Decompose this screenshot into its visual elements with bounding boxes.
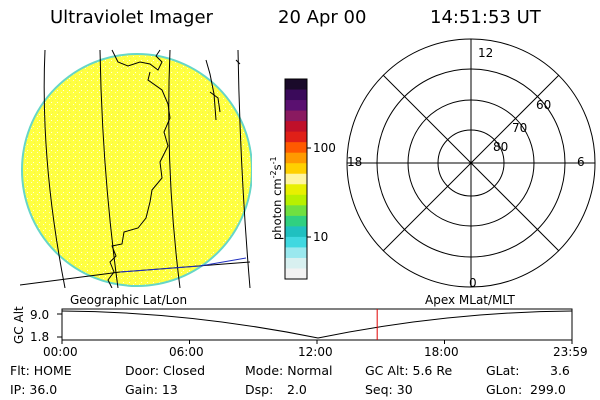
mlat-label-60: 60	[536, 98, 552, 112]
colorbar-segment	[285, 89, 307, 101]
mlt-diagonal-2	[382, 74, 560, 252]
left-panel-caption: Geographic Lat/Lon	[70, 293, 188, 307]
colorbar-segment	[285, 268, 307, 280]
mlt-label-12: 12	[478, 46, 494, 60]
timeline-ytick-top: 9.0	[30, 308, 50, 322]
timeline-xtick-1: 06:00	[169, 345, 204, 359]
info-ip: IP: 36.0	[10, 382, 58, 397]
info-flight: Flt: HOME	[10, 363, 72, 378]
colorbar-segment	[285, 205, 307, 217]
info-glat-value: 3.6	[550, 363, 570, 378]
colorbar-segment	[285, 110, 307, 122]
colorbar-tick-10: 10	[313, 230, 329, 244]
date-label: 20 Apr 00	[278, 7, 367, 28]
colorbar-segment	[285, 100, 307, 112]
colorbar-tick-100: 100	[313, 141, 336, 155]
mlt-label-18: 18	[347, 155, 363, 169]
timeline-ylabel: GC Alt	[12, 306, 26, 344]
info-gc-alt: GC Alt: 5.6 Re	[365, 363, 453, 378]
instrument-title: Ultraviolet Imager	[50, 7, 213, 28]
info-glon-value: 299.0	[530, 382, 566, 397]
colorbar-segment	[285, 152, 307, 164]
timeline-xtick-0: 00:00	[43, 345, 78, 359]
colorbar-segment	[285, 121, 307, 133]
colorbar-segment	[285, 236, 307, 249]
time-label: 14:51:53 UT	[430, 7, 541, 28]
timeline-xtick-3: 18:00	[424, 345, 459, 359]
info-dsp-value: 2.0	[287, 382, 307, 397]
earth-disk	[21, 53, 252, 287]
colorbar-segment	[285, 173, 307, 185]
colorbar-segment	[285, 142, 307, 154]
info-dsp-label: Dsp:	[245, 382, 274, 397]
colorbar-segment	[285, 226, 307, 238]
info-glon-label: GLon:	[486, 382, 523, 397]
info-gain: Gain: 13	[125, 382, 178, 397]
colorbar-segment	[285, 79, 307, 91]
colorbar-segment	[285, 247, 307, 259]
mlat-label-80: 80	[493, 140, 509, 154]
timeline-ytick-bottom: 1.8	[30, 330, 50, 344]
mlt-label-6: 6	[577, 155, 585, 169]
info-glat-label: GLat:	[486, 363, 520, 378]
coastline	[107, 49, 171, 288]
colorbar-segment	[285, 257, 307, 270]
track-line	[119, 257, 247, 273]
colorbar-segment	[285, 194, 307, 206]
altitude-curve	[61, 310, 573, 339]
mlat-label-70: 70	[512, 121, 528, 135]
colorbar-segment	[285, 131, 307, 143]
colorbar-segment	[285, 184, 307, 196]
timeline-xtick-4: 23:59	[553, 345, 588, 359]
timeline-xtick-2: 12:00	[298, 345, 333, 359]
info-mode: Mode: Normal	[245, 363, 333, 378]
colorbar-segment	[285, 215, 307, 227]
colorbar-segment	[285, 163, 307, 175]
info-door: Door: Closed	[125, 363, 206, 378]
info-seq: Seq: 30	[365, 382, 413, 397]
mlt-label-0: 0	[469, 276, 477, 290]
right-panel-caption: Apex MLat/MLT	[425, 293, 515, 307]
